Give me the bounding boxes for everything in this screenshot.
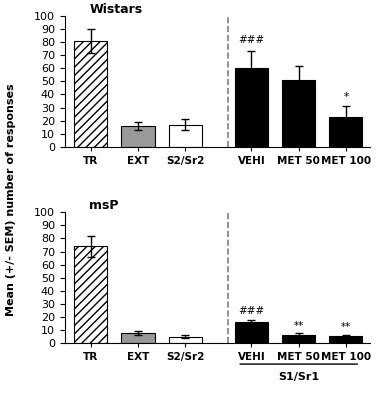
Bar bbox=[122, 333, 155, 343]
Bar bbox=[74, 41, 107, 147]
Bar bbox=[282, 335, 315, 343]
Bar bbox=[282, 80, 315, 147]
Bar bbox=[74, 246, 107, 343]
Text: **: ** bbox=[341, 322, 351, 332]
Text: *: * bbox=[343, 92, 349, 102]
Text: ###: ### bbox=[238, 35, 264, 45]
Bar bbox=[330, 117, 362, 147]
Text: ###: ### bbox=[238, 306, 264, 316]
Text: **: ** bbox=[294, 321, 304, 331]
Bar bbox=[122, 126, 155, 147]
Bar bbox=[330, 336, 362, 343]
Text: S1/Sr1: S1/Sr1 bbox=[278, 372, 319, 382]
Bar bbox=[169, 337, 202, 343]
Bar bbox=[235, 68, 268, 147]
Text: msP: msP bbox=[89, 199, 118, 212]
Text: Wistars: Wistars bbox=[89, 3, 142, 16]
Bar bbox=[235, 322, 268, 343]
Bar bbox=[169, 124, 202, 147]
Text: Mean (+/- SEM) number of responses: Mean (+/- SEM) number of responses bbox=[6, 83, 16, 316]
